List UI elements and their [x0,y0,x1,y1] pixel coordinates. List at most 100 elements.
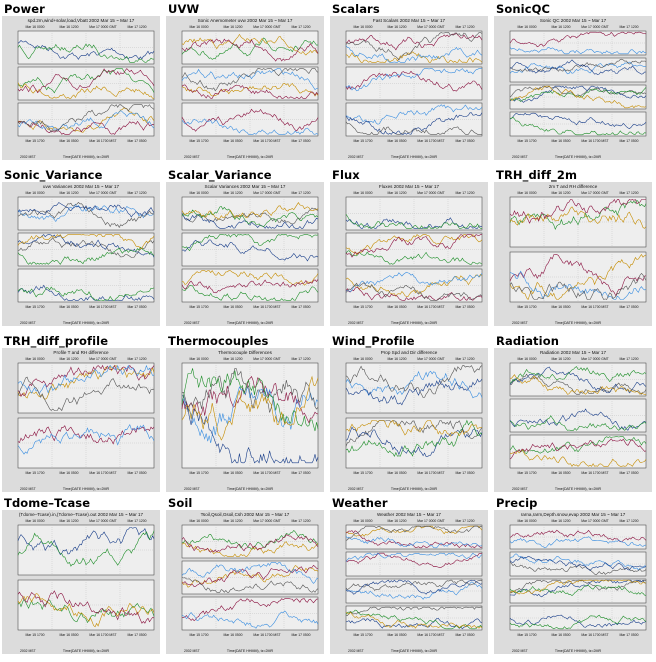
series-line [17,203,155,223]
series-line [17,593,155,628]
tick-label: Mar 17 0500 [291,471,310,475]
tick-label: Mar 16 0000 [25,191,44,195]
thumbnail-title[interactable]: Sonic_Variance [4,168,103,182]
tick-label: Mar 16 1700 MST [253,633,280,637]
tick-label: Mar 16 1700 MST [581,139,608,143]
series-line [181,234,319,252]
thumbnail-title[interactable]: Wind_Profile [332,334,415,348]
tick-label: Mar 16 1200 [223,191,242,195]
series-line [345,234,483,256]
plot-thumbnail[interactable]: Prop Spd and Dir difference Mar 16 0000 Ma… [330,348,488,492]
series-line [509,85,647,98]
thumbnail-10[interactable]: Thermocouples Thermocouple Differences Mar… [166,334,324,494]
year-label: 2002 MST [512,321,528,325]
tick-label: Mar 17 1200 [127,357,146,361]
series-line [182,598,319,622]
figure-header: Weather 2002 Mar 15 ~ Mar 17 [377,512,441,517]
thumbnail-14[interactable]: Soil Tsoil,Qsoil,Gsoil,Csh 2002 Mar 15 ~ … [166,496,324,656]
thumbnail-title[interactable]: Radiation [496,334,559,348]
plot-thumbnail[interactable]: uvw Variances 2002 Mar 15 ~ Mar 17 Mar 16… [2,182,160,326]
plot-thumbnail[interactable]: Tsoil,Qsoil,Gsoil,Csh 2002 Mar 15 ~ Mar … [166,510,324,654]
plot-thumbnail[interactable]: 2m T and RH difference Mar 16 0000 Mar 16 … [494,182,652,326]
series-line [509,58,647,72]
series-line [345,536,483,549]
figure-header: Fast Scalars 2002 Mar 15 ~ Mar 17 [373,18,446,23]
thumbnail-title[interactable]: Weather [332,496,388,510]
plot-thumbnail[interactable]: Sonic QC 2002 Mar 15 ~ Mar 17 Mar 16 0000… [494,16,652,160]
thumbnail-8[interactable]: TRH_diff_2m 2m T and RH difference Mar 16 … [494,168,652,328]
year-label: 2002 MST [20,155,36,159]
series-line [345,581,483,600]
plot-thumbnail[interactable]: Thermocouple Differences Mar 16 0000 Mar 1… [166,348,324,492]
thumbnail-title[interactable]: SonicQC [496,2,551,16]
series-line [181,395,319,464]
series-line [345,420,483,447]
x-axis-label: Time(DATE HHMM), tz=2MR [555,649,602,653]
year-label: 2002 MST [512,155,528,159]
series-line [509,85,647,109]
series-line [509,585,647,596]
thumbnail-16[interactable]: Precip rarna,rarm,Depth.snow,evap 2002 Ma… [494,496,652,656]
thumbnail-title[interactable]: Flux [332,168,360,182]
figure-header: Sonic Anemometer uvw 2002 Mar 15 ~ Mar 1… [198,18,293,23]
tick-label: Mar 16 0000 [353,25,372,29]
plot-thumbnail[interactable]: Fluxes 2002 Mar 15 ~ Mar 17 Mar 16 0000 Ma… [330,182,488,326]
tick-label: Mar 17 0500 [619,633,638,637]
tick-label: Mar 17 0000 GMT [89,191,117,195]
plot-thumbnail[interactable]: Radiation 2002 Mar 15 ~ Mar 17 Mar 16 000… [494,348,652,492]
thumbnail-title[interactable]: Tdome–Tcase [4,496,91,510]
thumbnail-7[interactable]: Flux Fluxes 2002 Mar 15 ~ Mar 17 Mar 16 00… [330,168,488,328]
year-label: 2002 MST [184,155,200,159]
thumbnail-15[interactable]: Weather Weather 2002 Mar 15 ~ Mar 17 Mar 1… [330,496,488,656]
thumbnail-1[interactable]: Power spd.2m,wind+solar,load,Vbatt 2002 M… [2,2,160,162]
year-label: 2002 MST [20,321,36,325]
plot-thumbnail[interactable]: Sonic Anemometer uvw 2002 Mar 15 ~ Mar 1… [166,16,324,160]
series-line [509,272,647,300]
figure-header: Radiation 2002 Mar 15 ~ Mar 17 [540,350,606,355]
year-label: 2002 MST [348,487,364,491]
thumbnail-2[interactable]: UVW Sonic Anemometer uvw 2002 Mar 15 ~ Ma… [166,2,324,162]
plot-thumbnail[interactable]: spd.2m,wind+solar,load,Vbatt 2002 Mar 15… [2,16,160,160]
tick-label: Mar 15 1700 [25,139,44,143]
thumbnail-title[interactable]: Scalars [332,2,380,16]
series-line [17,530,155,567]
thumbnail-title[interactable]: Soil [168,496,193,510]
tick-label: Mar 17 0000 GMT [417,357,445,361]
thumbnail-3[interactable]: Scalars Fast Scalars 2002 Mar 15 ~ Mar 17… [330,2,488,162]
thumbnail-6[interactable]: Scalar_Variance Scalar Variances 2002 Mar… [166,168,324,328]
series-line [509,579,647,598]
thumbnail-4[interactable]: SonicQC Sonic QC 2002 Mar 15 ~ Mar 17 Mar … [494,2,652,162]
series-line [181,202,319,220]
tick-label: Mar 16 1700 MST [581,471,608,475]
thumbnail-title[interactable]: TRH_diff_profile [4,334,109,348]
tick-label: Mar 17 1200 [127,25,146,29]
tick-label: Mar 16 0500 [59,633,78,637]
thumbnail-title[interactable]: Power [4,2,45,16]
plot-thumbnail[interactable]: Scalar Variances 2002 Mar 15 ~ Mar 17 Mar… [166,182,324,326]
thumbnail-12[interactable]: Radiation Radiation 2002 Mar 15 ~ Mar 17 M… [494,334,652,494]
series-line [509,553,647,571]
tick-label: Mar 16 0000 [517,191,536,195]
tick-label: Mar 15 1700 [189,471,208,475]
thumbnail-title[interactable]: UVW [168,2,200,16]
thumbnail-11[interactable]: Wind_Profile Prop Spd and Dir difference M… [330,334,488,494]
thumbnail-title[interactable]: Thermocouples [168,334,269,348]
tick-label: Mar 17 0000 GMT [417,519,445,523]
thumbnail-5[interactable]: Sonic_Variance uvw Variances 2002 Mar 15 … [2,168,160,328]
thumbnail-13[interactable]: Tdome–Tcase (Tdome–Tcase).in,(Tdome–Tcase… [2,496,160,656]
tick-label: Mar 17 1200 [291,191,310,195]
plot-thumbnail[interactable]: Weather 2002 Mar 15 ~ Mar 17 Mar 16 0000 M… [330,510,488,654]
tick-label: Mar 17 1200 [455,357,474,361]
thumbnail-9[interactable]: TRH_diff_profile Profile T and RH differe… [2,334,160,494]
series-line [17,365,155,400]
plot-thumbnail[interactable]: rarna,rarm,Depth.snow,evap 2002 Mar 15 ~… [494,510,652,654]
thumbnail-title[interactable]: Precip [496,496,538,510]
thumbnail-title[interactable]: Scalar_Variance [168,168,272,182]
tick-label: Mar 17 0500 [455,139,474,143]
figure-header: Tsoil,Qsoil,Gsoil,Csh 2002 Mar 15 ~ Mar … [201,512,290,517]
plot-thumbnail[interactable]: Profile T and RH difference Mar 16 0000 Ma… [2,348,160,492]
thumbnail-title[interactable]: TRH_diff_2m [496,168,578,182]
plot-thumbnail[interactable]: (Tdome–Tcase).in,(Tdome–Tcase).out 2002 … [2,510,160,654]
tick-label: Mar 17 0000 GMT [417,25,445,29]
